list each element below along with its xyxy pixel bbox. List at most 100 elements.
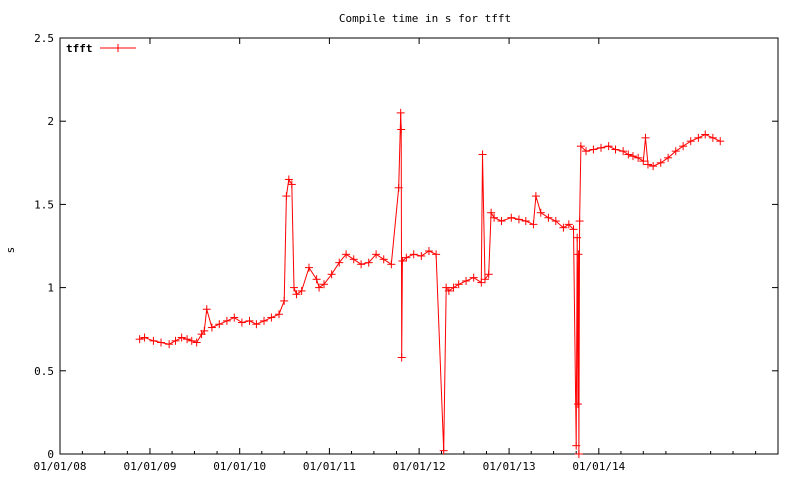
series-group (135, 108, 725, 458)
data-point (135, 335, 144, 344)
data-point (424, 246, 433, 255)
data-point (641, 133, 650, 142)
data-point (319, 280, 328, 289)
data-point (628, 152, 637, 161)
data-point (335, 258, 344, 267)
chart-title: Compile time in s for tfft (339, 12, 511, 25)
data-point (634, 153, 643, 162)
legend-label-tfft: tfft (66, 42, 93, 55)
legend-marker-tfft (114, 44, 122, 52)
data-point (624, 150, 633, 159)
data-point (364, 258, 373, 267)
data-point (187, 336, 196, 345)
data-point (469, 273, 478, 282)
data-point (342, 250, 351, 259)
data-point (183, 335, 192, 344)
data-point (287, 180, 296, 189)
data-point (444, 286, 453, 295)
data-point (639, 157, 648, 166)
data-point (589, 145, 598, 154)
data-point (573, 400, 582, 409)
y-tick-label: 2 (47, 115, 54, 128)
legend: tfft (66, 42, 136, 55)
data-point (708, 133, 717, 142)
data-point (574, 450, 583, 458)
data-point (394, 183, 403, 192)
data-point (572, 441, 581, 450)
x-tick-label: 01/01/09 (123, 460, 176, 473)
data-point (215, 320, 224, 329)
data-point (664, 153, 673, 162)
data-point (559, 223, 568, 232)
data-point (536, 208, 545, 217)
data-point (157, 338, 166, 347)
data-point (514, 215, 523, 224)
y-tick-label: 0.5 (34, 365, 54, 378)
data-point (597, 143, 606, 152)
data-point (297, 286, 306, 295)
data-point (529, 220, 538, 229)
data-point (478, 150, 487, 159)
data-point (260, 316, 269, 325)
data-point (611, 145, 620, 154)
data-point (397, 125, 406, 134)
data-point (387, 260, 396, 269)
data-point (432, 250, 441, 259)
data-point (521, 217, 530, 226)
data-point (449, 283, 458, 292)
x-tick-label: 01/01/10 (213, 460, 266, 473)
data-point (202, 305, 211, 314)
data-point (140, 333, 149, 342)
data-point (569, 225, 578, 234)
data-point (398, 256, 407, 265)
data-point (686, 137, 695, 146)
data-point (694, 133, 703, 142)
data-point (462, 276, 471, 285)
x-tick-label: 01/01/13 (483, 460, 536, 473)
series-line-tfft (139, 112, 721, 455)
data-point (397, 353, 406, 362)
data-point (200, 326, 209, 335)
data-point (576, 142, 585, 151)
data-point (402, 253, 411, 262)
x-tick-label: 01/01/11 (303, 460, 356, 473)
data-point (573, 233, 582, 242)
data-point (267, 313, 276, 322)
data-point (280, 296, 289, 305)
data-point (604, 142, 613, 151)
data-point (564, 220, 573, 229)
data-point (245, 316, 254, 325)
data-point (477, 278, 486, 287)
data-point (551, 217, 560, 226)
data-point (252, 320, 261, 329)
y-tick-label: 2.5 (34, 32, 54, 45)
data-point (649, 162, 658, 171)
data-point (582, 147, 591, 156)
y-tick-label: 1.5 (34, 198, 54, 211)
data-point (619, 147, 628, 156)
data-point (192, 338, 201, 347)
data-point (149, 336, 158, 345)
data-point (497, 217, 506, 226)
data-point (454, 280, 463, 289)
data-point (292, 290, 301, 299)
data-point (379, 255, 388, 264)
y-tick-label: 0 (47, 448, 54, 461)
data-point (357, 260, 366, 269)
data-point (484, 270, 493, 279)
data-point (282, 192, 291, 201)
data-point (305, 263, 314, 272)
data-point (349, 255, 358, 264)
data-point (487, 208, 496, 217)
data-point (327, 270, 336, 279)
data-point (507, 213, 516, 222)
data-point (701, 130, 710, 139)
data-point (171, 336, 180, 345)
data-point (275, 310, 284, 319)
y-tick-label: 1 (47, 282, 54, 295)
data-point (679, 142, 688, 151)
y-axis-label: s (4, 247, 17, 254)
data-point (165, 340, 174, 349)
data-point (671, 147, 680, 156)
